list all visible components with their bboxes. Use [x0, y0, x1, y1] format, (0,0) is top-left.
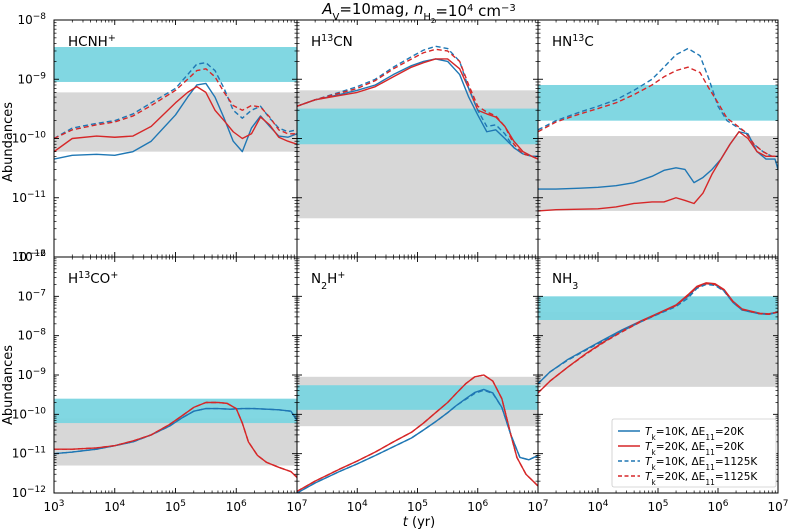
series-line	[538, 66, 778, 158]
panel-h13cn: H13CN	[296, 19, 539, 258]
panel-label: H13CN	[311, 33, 353, 51]
legend-entry: Tk=10K, ΔE11=20K	[618, 426, 745, 442]
x-tick-label: 107	[767, 499, 788, 514]
panel-plot-area	[54, 47, 297, 160]
y-tick-label: 10−12	[12, 249, 46, 264]
panel-frame	[296, 256, 539, 494]
x-tick-label: 104	[587, 499, 608, 514]
panel-nh3: NH3	[537, 256, 779, 494]
series-line	[54, 62, 297, 140]
observed-range-band	[54, 418, 297, 466]
series-line	[54, 85, 297, 153]
series-line	[54, 68, 297, 140]
panel-label: HCNH+	[68, 33, 116, 51]
series-line	[297, 48, 538, 160]
legend-box	[611, 418, 777, 488]
series-line	[54, 401, 297, 478]
panel-n2h: N2H+	[296, 256, 539, 494]
x-tick-label: 104	[104, 499, 125, 514]
panel-plot-area	[297, 374, 538, 493]
series-line	[538, 282, 778, 394]
y-axis-title-bottom: Abundances	[1, 345, 16, 425]
y-tick-label: 10−9	[17, 367, 46, 382]
x-tick-label: 106	[467, 499, 488, 514]
panels-layer: 10−12 10−11 10−10 10−9 10−8 HCNH+ H13CN HN13C 10…	[12, 12, 789, 514]
series-line	[538, 131, 778, 212]
series-line	[538, 131, 778, 190]
panel-hn13c: HN13C	[537, 19, 779, 258]
x-tick-label: 107	[527, 499, 548, 514]
legend-label: Tk=20K, ΔE11=1125K	[645, 471, 758, 487]
x-tick-label: 105	[165, 499, 186, 514]
x-tick-label: 103	[43, 499, 64, 514]
y-axis-title-top: Abundances	[1, 102, 16, 182]
panel-label: HN13C	[552, 33, 594, 51]
x-tick-label: 104	[347, 499, 368, 514]
panel-plot-area	[54, 398, 297, 478]
observed-range-band	[54, 92, 297, 152]
y-tick-label: 10−11	[12, 190, 46, 205]
panel-plot-area	[297, 45, 538, 219]
legend-label: Tk=20K, ΔE11=20K	[645, 441, 745, 457]
panel-label: NH3	[552, 271, 578, 292]
panel-h13co: 10−12 10−11 10−10 10−9 10−8 10−7 10−6 H13CO+	[12, 249, 298, 500]
series-line	[54, 82, 297, 160]
figure-title: AV=10mag, nH2=104 cm−3	[321, 0, 516, 25]
legend-entry: Tk=10K, ΔE11=1125K	[618, 456, 758, 472]
x-tick-label: 106	[226, 499, 247, 514]
legend-label: Tk=10K, ΔE11=20K	[645, 426, 745, 442]
model-range-band	[54, 398, 297, 424]
legend-entry: Tk=20K, ΔE11=20K	[618, 441, 745, 457]
y-tick-label: 10−8	[17, 12, 46, 27]
y-tick-label: 10−8	[17, 328, 46, 343]
y-tick-label: 10−9	[17, 71, 46, 86]
x-tick-label: 105	[407, 499, 428, 514]
series-line	[538, 283, 778, 385]
x-tick-label: 105	[647, 499, 668, 514]
series-line	[297, 45, 538, 158]
y-tick-label: 10−11	[12, 446, 46, 461]
legend: Tk=10K, ΔE11=20K Tk=20K, ΔE11=20K Tk=10K…	[611, 418, 777, 488]
x-axis-title: t (yr)	[403, 515, 435, 529]
panel-label: H13CO+	[68, 270, 118, 288]
model-range-band	[297, 108, 538, 145]
series-line	[297, 389, 538, 493]
legend-entries: Tk=10K, ΔE11=20K Tk=20K, ΔE11=20K Tk=10K…	[618, 426, 758, 487]
y-tick-label: 10−12	[12, 485, 46, 500]
series-line	[297, 374, 538, 492]
y-tick-label: 10−10	[12, 406, 47, 421]
legend-label: Tk=10K, ΔE11=1125K	[645, 456, 758, 472]
model-range-band	[54, 47, 297, 82]
model-range-band	[297, 385, 538, 410]
legend-entry: Tk=20K, ΔE11=1125K	[618, 471, 758, 487]
panel-plot-area	[538, 47, 778, 212]
panel-label: N2H+	[311, 270, 345, 292]
panel-plot-area	[538, 282, 778, 394]
series-line	[297, 58, 538, 160]
x-tick-label: 106	[707, 499, 728, 514]
y-tick-label: 10−7	[17, 288, 46, 303]
y-tick-label: 10−6	[17, 249, 46, 264]
x-tick-label: 107	[286, 499, 307, 514]
panel-hcnh: 10−12 10−11 10−10 10−9 10−8 HCNH+	[12, 12, 298, 264]
y-tick-label: 10−10	[12, 131, 47, 146]
model-range-band	[538, 296, 778, 321]
model-range-band	[538, 84, 778, 121]
observed-range-band	[538, 311, 778, 387]
